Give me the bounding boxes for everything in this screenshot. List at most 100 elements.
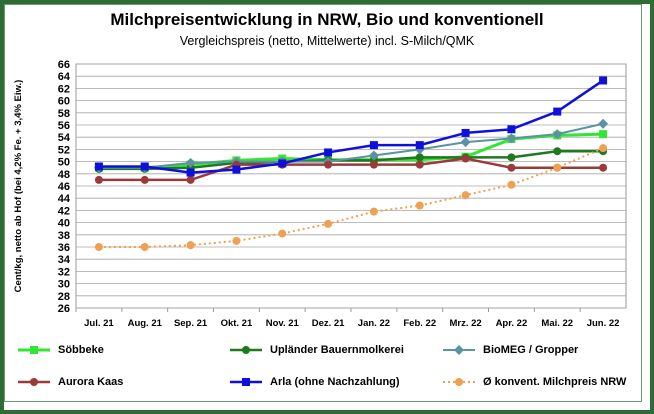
x-tick-label: Apr. 22 bbox=[496, 318, 528, 329]
data-point bbox=[185, 157, 196, 168]
legend-swatch bbox=[230, 378, 262, 387]
legend-item: Söbbeke bbox=[16, 344, 104, 356]
data-point bbox=[368, 150, 379, 161]
x-tick-label: Nov. 21 bbox=[266, 318, 300, 329]
y-tick-label: 34 bbox=[58, 254, 71, 266]
data-point bbox=[415, 201, 424, 210]
legend-item: Aurora Kaas bbox=[16, 376, 123, 388]
data-point bbox=[415, 141, 424, 150]
y-tick-label: 38 bbox=[58, 230, 70, 242]
y-tick-label: 50 bbox=[58, 157, 70, 169]
x-tick-label: Sep. 21 bbox=[174, 318, 208, 329]
data-point bbox=[324, 219, 333, 228]
y-tick-label: 62 bbox=[58, 83, 70, 95]
legend-swatch bbox=[18, 346, 50, 355]
data-point bbox=[186, 175, 195, 184]
data-point bbox=[553, 163, 562, 172]
data-point bbox=[415, 153, 424, 162]
y-tick-label: 64 bbox=[58, 71, 71, 83]
axis-layer: 2628303234363840424446485052545658606264… bbox=[58, 59, 620, 329]
x-tick-label: Feb. 22 bbox=[403, 318, 436, 329]
legend-item: BioMEG / Gropper bbox=[441, 344, 578, 356]
series-line bbox=[98, 122, 604, 169]
legend-label: Arla (ohne Nachzahlung) bbox=[270, 376, 400, 389]
x-tick-label: Mrz. 22 bbox=[449, 318, 481, 329]
legend-item: Upländer Bauernmolkerei bbox=[228, 344, 404, 356]
y-tick-label: 44 bbox=[58, 193, 71, 205]
legend-label: Upländer Bauernmolkerei bbox=[270, 344, 404, 357]
data-point bbox=[552, 129, 563, 140]
y-tick-label: 48 bbox=[58, 169, 70, 181]
x-tick-label: Okt. 21 bbox=[221, 318, 253, 329]
data-point bbox=[507, 163, 516, 172]
data-point bbox=[369, 141, 378, 150]
data-point bbox=[232, 236, 241, 245]
data-point bbox=[94, 243, 103, 251]
legend-swatch bbox=[230, 346, 262, 355]
y-tick-label: 60 bbox=[58, 96, 70, 108]
legend-marker bbox=[30, 346, 38, 355]
data-point bbox=[461, 154, 470, 163]
legend-swatch bbox=[18, 378, 50, 387]
series-line bbox=[98, 147, 604, 248]
legend-marker bbox=[242, 378, 250, 387]
data-point bbox=[507, 180, 516, 189]
data-point bbox=[186, 241, 195, 250]
x-tick-label: Jan. 22 bbox=[358, 318, 390, 329]
data-point bbox=[598, 118, 609, 129]
chart-title: Milchpreisentwicklung in NRW, Bio und ko… bbox=[110, 10, 544, 29]
y-tick-label: 46 bbox=[58, 181, 70, 193]
legend-label: Aurora Kaas bbox=[58, 376, 124, 389]
data-point bbox=[94, 175, 103, 184]
data-point bbox=[278, 159, 287, 168]
legend-swatch bbox=[443, 345, 475, 356]
x-tick-label: Jun. 22 bbox=[587, 318, 620, 329]
data-point bbox=[553, 107, 562, 116]
series-5 bbox=[94, 144, 608, 251]
y-tick-label: 56 bbox=[58, 120, 70, 132]
y-tick-label: 66 bbox=[58, 59, 70, 71]
data-point bbox=[461, 128, 470, 137]
data-point bbox=[599, 130, 608, 139]
y-tick-label: 40 bbox=[58, 218, 70, 230]
legend: Söbbeke Upländer Bauernmolkerei BioMEG / G… bbox=[0, 336, 654, 406]
x-tick-label: Jul. 21 bbox=[84, 318, 114, 329]
data-point bbox=[506, 133, 517, 144]
legend-item: Ø konvent. Milchpreis NRW bbox=[441, 376, 626, 388]
legend-marker bbox=[455, 378, 463, 387]
data-point bbox=[278, 229, 287, 238]
y-tick-label: 26 bbox=[58, 303, 70, 315]
legend-label: Ø konvent. Milchpreis NRW bbox=[483, 376, 627, 389]
chart-inner-border bbox=[4, 4, 642, 402]
data-point bbox=[507, 125, 516, 134]
data-point bbox=[324, 160, 333, 169]
legend-label: BioMEG / Gropper bbox=[483, 344, 579, 357]
series-line bbox=[98, 149, 604, 171]
y-tick-label: 54 bbox=[58, 132, 71, 144]
data-point bbox=[553, 147, 562, 156]
data-point bbox=[460, 137, 471, 148]
data-point bbox=[599, 163, 608, 172]
data-point bbox=[461, 191, 470, 200]
data-point bbox=[599, 144, 608, 153]
grid-layer bbox=[75, 63, 627, 309]
legend-item: Arla (ohne Nachzahlung) bbox=[228, 376, 400, 388]
series-4 bbox=[94, 76, 608, 177]
legend-marker bbox=[30, 378, 38, 387]
y-tick-label: 30 bbox=[58, 279, 70, 291]
legend-marker bbox=[454, 345, 464, 356]
legend-label: Söbbeke bbox=[58, 344, 104, 357]
y-tick-label: 52 bbox=[58, 144, 70, 156]
series-line bbox=[98, 79, 604, 174]
data-point bbox=[186, 168, 195, 177]
data-point bbox=[507, 153, 516, 162]
data-point bbox=[369, 207, 378, 216]
series-line bbox=[98, 157, 604, 182]
x-tick-label: Dez. 21 bbox=[312, 318, 345, 329]
data-point bbox=[415, 160, 424, 169]
data-point bbox=[599, 76, 608, 85]
chart-subtitle: Vergleichspreis (netto, Mittelwerte) inc… bbox=[179, 34, 475, 48]
x-tick-label: Mai. 22 bbox=[541, 318, 573, 329]
data-point bbox=[232, 165, 241, 174]
